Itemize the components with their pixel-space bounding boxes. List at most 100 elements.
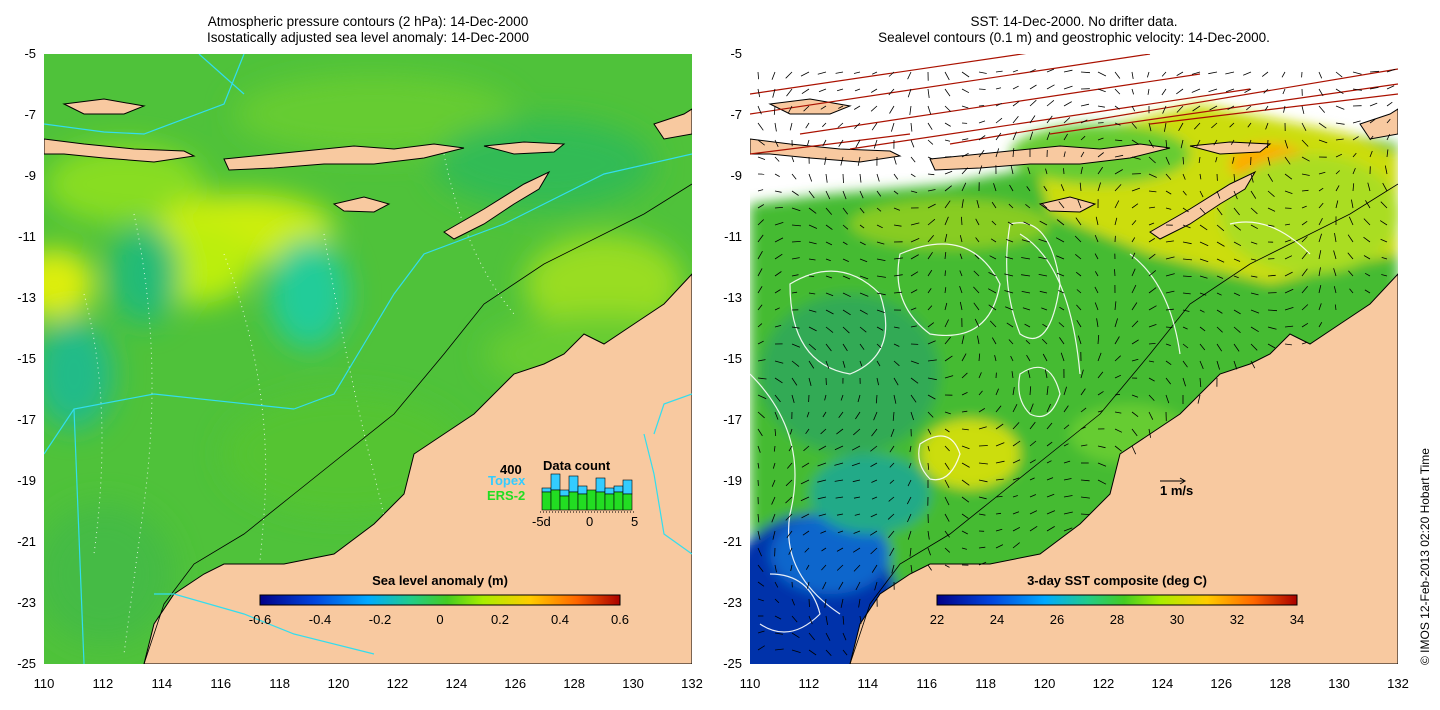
- velocity-arrow: [1022, 307, 1031, 311]
- velocity-arrow: [1080, 71, 1091, 74]
- velocity-arrow: [807, 581, 810, 589]
- velocity-arrow: [995, 148, 1000, 158]
- velocity-arrow: [961, 105, 969, 109]
- velocity-arrow: [1335, 138, 1344, 141]
- right-y-tick: -19: [723, 473, 742, 488]
- boundary-lines: [44, 54, 692, 664]
- velocity-arrow: [822, 581, 827, 590]
- velocity-arrow: [1199, 343, 1206, 351]
- velocity-arrow: [1097, 334, 1100, 345]
- velocity-arrow: [825, 615, 828, 625]
- velocity-arrow: [859, 343, 865, 350]
- velocity-arrow: [1010, 165, 1014, 175]
- velocity-arrow: [944, 547, 951, 553]
- velocity-arrow: [1131, 88, 1134, 95]
- velocity-arrow: [1318, 285, 1322, 294]
- velocity-arrow: [1182, 309, 1190, 312]
- velocity-arrow: [825, 343, 832, 352]
- lesser-sunda-islands: [223, 143, 465, 171]
- velocity-arrow: [808, 275, 815, 277]
- velocity-arrow: [1301, 122, 1307, 131]
- left-x-tick: 112: [92, 676, 114, 691]
- velocity-arrow: [1318, 267, 1321, 277]
- ers2-bar: [550, 489, 561, 511]
- velocity-arrow: [808, 377, 812, 387]
- velocity-arrow: [1365, 200, 1371, 209]
- velocity-arrow: [893, 394, 897, 404]
- left-colorbar-tick: 0.6: [610, 612, 630, 627]
- velocity-arrow: [791, 156, 795, 163]
- velocity-arrow: [1148, 377, 1155, 382]
- topex-bar: [541, 487, 552, 493]
- velocity-arrow: [1333, 268, 1337, 277]
- velocity-arrow: [851, 445, 861, 451]
- velocity-arrow: [808, 292, 816, 295]
- velocity-arrow: [1199, 173, 1202, 180]
- velocity-arrow: [961, 496, 970, 503]
- velocity-arrow: [1267, 156, 1271, 166]
- velocity-arrow: [978, 496, 987, 500]
- velocity-arrow: [1114, 105, 1120, 110]
- velocity-arrow: [1131, 394, 1139, 398]
- velocity-arrow: [1114, 336, 1120, 345]
- velocity-arrow: [1162, 105, 1167, 114]
- left-land: [44, 98, 692, 664]
- velocity-arrow: [1250, 343, 1258, 351]
- velocity-arrow: [1267, 207, 1276, 212]
- velocity-arrow: [1318, 139, 1328, 144]
- velocity-arrow: [1250, 275, 1258, 278]
- velocity-arrow: [791, 360, 800, 367]
- velocity-arrow: [842, 649, 848, 656]
- velocity-arrow: [1029, 115, 1036, 124]
- velocity-arrow: [791, 241, 801, 243]
- velocity-arrow: [859, 224, 865, 229]
- velocity-arrow: [961, 547, 968, 550]
- velocity-arrow: [1225, 71, 1235, 75]
- velocity-arrow: [1080, 103, 1090, 107]
- velocity-arrow: [817, 496, 827, 500]
- left-x-tick: 124: [445, 676, 468, 691]
- velocity-arrow: [785, 479, 793, 487]
- velocity-arrow: [791, 394, 795, 404]
- velocity-arrow: [1386, 134, 1391, 141]
- velocity-arrow: [1009, 184, 1014, 192]
- velocity-arrow: [825, 360, 830, 369]
- velocity-arrow: [1199, 207, 1206, 215]
- velocity-arrow: [834, 462, 844, 466]
- velocity-arrow: [1182, 377, 1186, 387]
- eastern-islands: [653, 108, 692, 140]
- velocity-arrow: [1301, 341, 1308, 345]
- velocity-arrow: [1056, 219, 1065, 226]
- velocity-arrow: [853, 564, 861, 572]
- velocity-arrow: [1012, 527, 1020, 532]
- velocity-arrow: [1063, 168, 1065, 175]
- ers2-bar: [568, 491, 579, 511]
- velocity-arrow: [817, 462, 827, 467]
- velocity-arrow: [788, 547, 793, 555]
- velocity-arrow: [870, 88, 878, 93]
- velocity-arrow: [1012, 387, 1015, 396]
- velocity-arrow: [944, 251, 947, 260]
- velocity-arrow: [910, 139, 915, 148]
- velocity-arrow: [842, 343, 848, 352]
- velocity-arrow: [944, 200, 951, 209]
- velocity-arrow: [909, 547, 912, 557]
- velocity-arrow: [1351, 199, 1354, 209]
- velocity-arrow: [1148, 343, 1156, 345]
- velocity-arrow: [959, 285, 963, 294]
- velocity-arrow: [1265, 122, 1269, 130]
- velocity-arrow: [944, 216, 949, 226]
- right-x-tick: 120: [1033, 676, 1056, 691]
- velocity-arrow: [1334, 233, 1337, 243]
- australia-landmass: [849, 273, 1398, 664]
- velocity-arrow: [1386, 101, 1393, 107]
- velocity-arrow: [803, 105, 810, 112]
- ers2-bar: [577, 493, 588, 511]
- velocity-arrow: [1012, 495, 1018, 498]
- velocity-arrow: [1369, 102, 1378, 107]
- velocity-arrow: [774, 615, 782, 620]
- velocity-arrow: [891, 564, 895, 574]
- left-colorbar-tick: -0.6: [248, 612, 272, 627]
- velocity-arrow: [1012, 404, 1018, 413]
- velocity-arrow: [1208, 88, 1218, 93]
